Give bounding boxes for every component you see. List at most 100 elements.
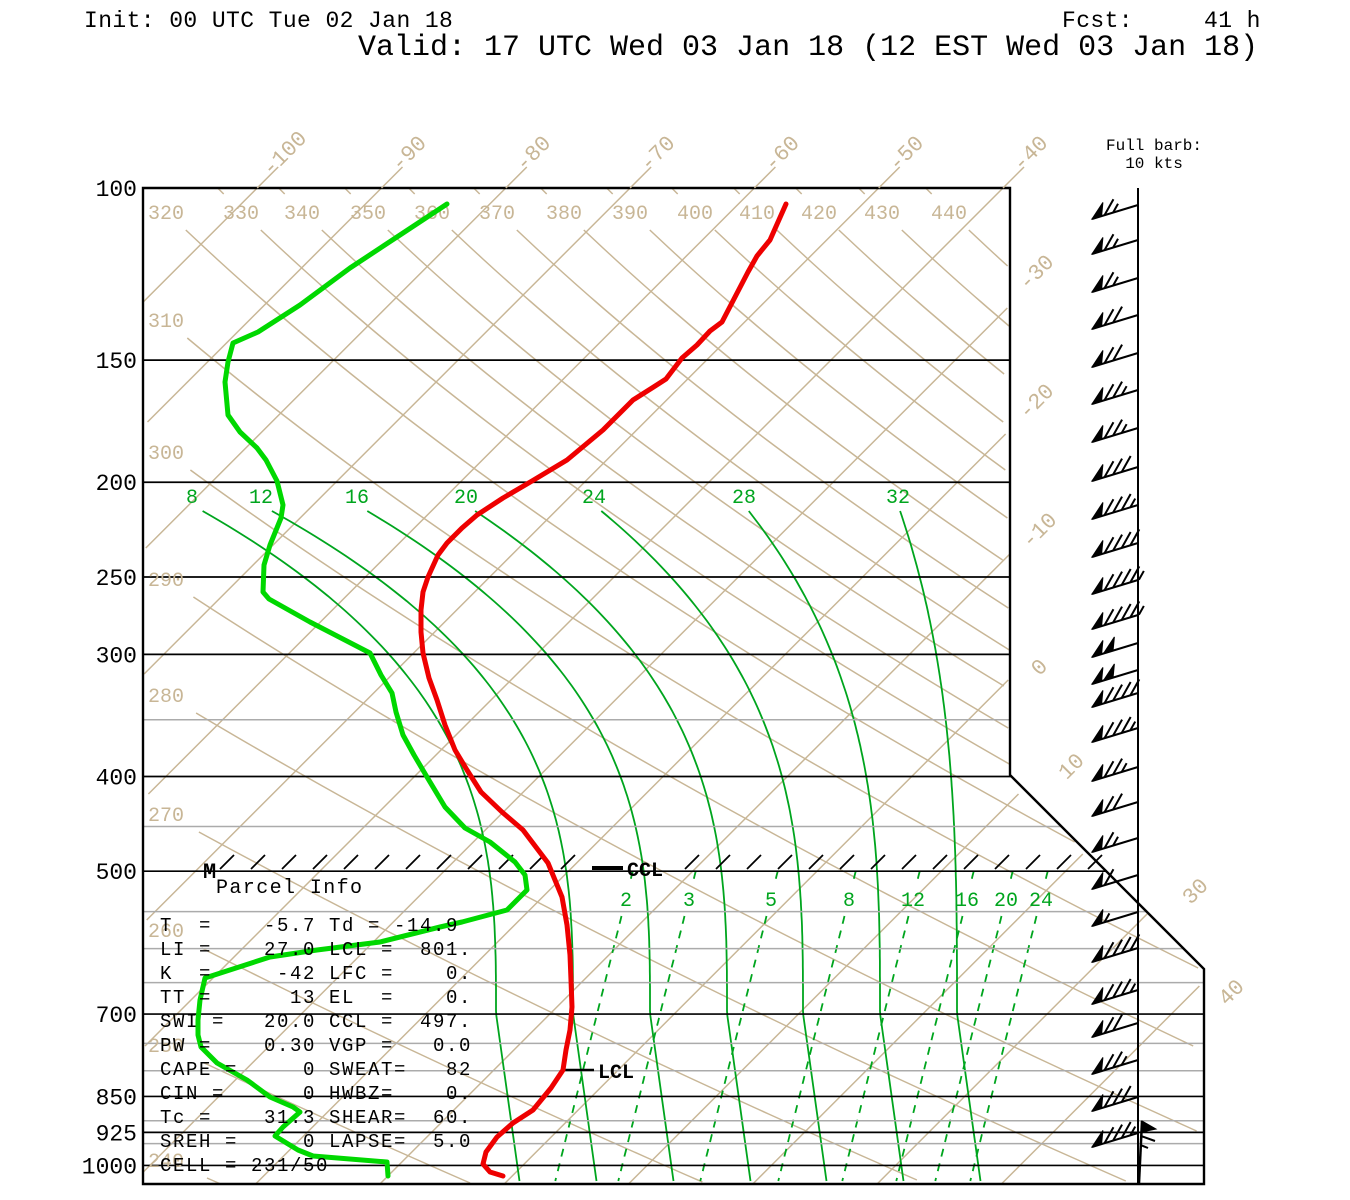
wind-barb <box>1090 600 1145 630</box>
dry-adiabat-line <box>473 187 1009 609</box>
isotherm-line <box>379 553 1011 1185</box>
dry-adiabat-label: 410 <box>739 203 775 226</box>
wind-barb <box>1090 831 1139 853</box>
wind-barb <box>1090 1014 1139 1038</box>
hatch-mark <box>467 854 483 870</box>
hatch-mark <box>994 854 1010 870</box>
isotherm-line <box>142 307 1008 1173</box>
hatch-mark <box>250 854 266 870</box>
mixing-ratio-line <box>617 870 697 1182</box>
dry-adiabat-line <box>344 187 1005 687</box>
isotherm-line <box>142 187 258 303</box>
barb-legend-line2: 10 kts <box>1125 155 1183 173</box>
dry-adiabat-label: 300 <box>148 443 184 466</box>
hatch-mark <box>901 854 917 870</box>
wind-barb <box>1090 419 1139 443</box>
isotherm-line <box>752 853 1084 1185</box>
pressure-axis-label: 100 <box>96 177 137 203</box>
mixing-ratio-label: 8 <box>843 890 855 913</box>
dry-adiabat-label: 260 <box>148 921 184 944</box>
moist-adiabat-label: 8 <box>186 487 198 510</box>
init-time-label: Init: 00 UTC Tue 02 Jan 18 <box>84 8 454 34</box>
isotherm-label-top: -100 <box>258 127 313 182</box>
sounding-profiles <box>195 201 789 1179</box>
isotherm-line <box>503 679 1009 1185</box>
hatch-mark <box>219 854 235 870</box>
hatch-mark <box>963 854 979 870</box>
isotherm-stub <box>505 166 528 189</box>
dry-adiabat-label: 250 <box>148 1036 184 1059</box>
forecast-hour-label: Fcst: 41 h <box>1062 8 1261 34</box>
dry-adiabat-label: 390 <box>612 203 648 226</box>
wind-barb <box>1090 868 1139 890</box>
dry-adiabat-line <box>185 229 1076 843</box>
isotherm-label-top: -70 <box>635 131 681 177</box>
moist-adiabat-line <box>748 510 905 1182</box>
isotherm-line <box>144 187 1004 1047</box>
isotherm-label-top: -80 <box>511 131 557 177</box>
isotherm-line <box>627 793 1020 1185</box>
mixing-ratio-label: 16 <box>955 890 979 913</box>
wind-barb <box>1090 1051 1139 1075</box>
dry-adiabat-line <box>925 187 1009 267</box>
dry-adiabat-label: 370 <box>479 203 515 226</box>
wind-barb <box>1090 663 1139 685</box>
surface-wind-barb <box>1137 1120 1158 1184</box>
isotherm-label-right: -30 <box>1014 250 1060 296</box>
dry-adiabat-label: 310 <box>148 311 184 334</box>
wind-barb-column <box>1090 188 1158 1184</box>
mixing-ratio-line <box>554 870 634 1182</box>
hatch-mark <box>312 854 328 870</box>
moist-adiabat-label: 32 <box>886 487 910 510</box>
dry-adiabat-line <box>189 469 1194 1047</box>
pressure-axis-label: 700 <box>96 1003 137 1029</box>
isotherm-line <box>143 187 631 675</box>
parcel-info-title: Parcel Info <box>216 877 364 900</box>
isotherm-label-top: -90 <box>387 131 433 177</box>
mixing-ratio-line <box>895 870 975 1182</box>
wind-barb <box>1090 344 1139 368</box>
wind-barb <box>1090 271 1139 293</box>
dry-adiabat-line <box>195 712 1127 1182</box>
wind-barb <box>1090 793 1139 817</box>
dry-adiabat-line <box>198 831 918 1181</box>
moist-adiabat-line <box>474 510 752 1182</box>
isotherm-label-right: -10 <box>1017 508 1063 554</box>
hatch-mark <box>405 854 421 870</box>
level-markers: M CCL LCL <box>203 860 663 1085</box>
dry-adiabat-label: 380 <box>546 203 582 226</box>
moist-adiabat-line <box>899 510 982 1182</box>
isotherm-label-right: 30 <box>1178 874 1214 910</box>
dry-adiabat-label: 240 <box>148 1151 184 1174</box>
pressure-axis-label: 250 <box>96 566 137 592</box>
mixing-ratio-line <box>699 870 779 1182</box>
plot-outline <box>141 186 1206 1186</box>
hatch-mark <box>839 854 855 870</box>
isotherm-line <box>1000 985 1200 1185</box>
moist-adiabat-line <box>600 510 828 1182</box>
wind-barb <box>1090 198 1139 220</box>
isotherm-label-right: 10 <box>1054 749 1090 785</box>
hatch-mark <box>1087 854 1103 870</box>
dry-adiabat-line <box>186 337 1199 969</box>
dry-adiabat-label: 440 <box>931 203 967 226</box>
wind-barb <box>1090 493 1139 520</box>
isotherm-label-right: -20 <box>1014 379 1060 425</box>
dry-adiabat-label: 420 <box>801 203 837 226</box>
wind-barb <box>1090 528 1141 558</box>
wind-barb <box>1090 909 1139 927</box>
plot-border <box>141 186 1206 1186</box>
hatch-mark <box>560 854 576 870</box>
hatch-mark <box>1056 854 1072 870</box>
hatch-mark <box>715 854 731 870</box>
dry-adiabat-label: 270 <box>148 805 184 828</box>
dry-adiabat-line <box>192 596 1197 1132</box>
dry-adiabat-line <box>606 187 1008 519</box>
wind-barb <box>1090 1121 1139 1148</box>
pressure-axis-label: 500 <box>96 860 137 886</box>
wind-barb <box>1090 455 1139 482</box>
dry-adiabat-line <box>278 187 1009 729</box>
dry-adiabat-line <box>540 187 1004 561</box>
moist-adiabat-line <box>202 510 521 1182</box>
hatch-mark <box>808 854 824 870</box>
